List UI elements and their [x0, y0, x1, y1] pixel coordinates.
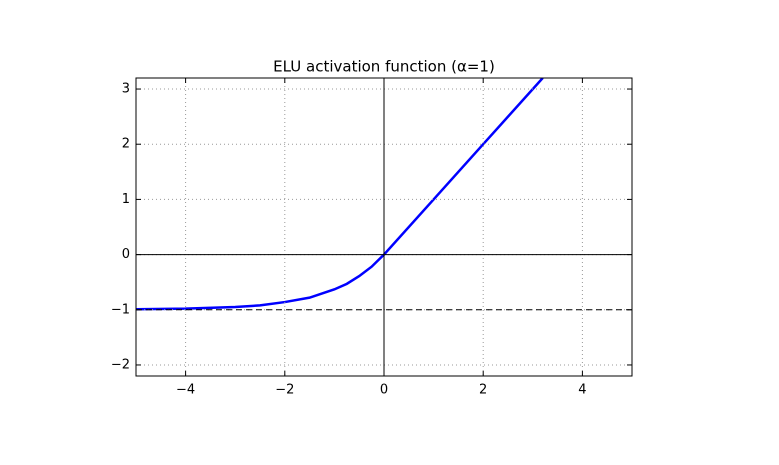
y-tick-label: 3 [122, 82, 130, 97]
y-tick-label: 1 [122, 192, 130, 207]
x-tick-label: −4 [176, 383, 195, 398]
x-tick-label: −2 [275, 383, 294, 398]
x-tick-label: 4 [578, 383, 586, 398]
y-tick-label: −2 [111, 357, 130, 372]
x-tick-label: 0 [380, 383, 388, 398]
x-tick-label: 2 [479, 383, 487, 398]
plot-area [136, 78, 544, 311]
chart-title: ELU activation function (α=1) [273, 58, 495, 76]
y-tick-label: 2 [122, 137, 130, 152]
line-series [136, 78, 544, 311]
plot-frame [135, 77, 633, 377]
y-tick-label: −1 [111, 302, 130, 317]
y-tick-label: 0 [122, 247, 130, 262]
